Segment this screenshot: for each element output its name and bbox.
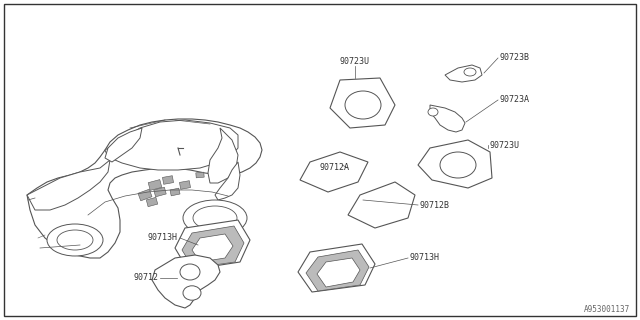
Polygon shape [330,78,395,128]
Text: 90712: 90712 [133,274,158,283]
Polygon shape [148,180,162,190]
Text: 90712B: 90712B [420,201,450,210]
Ellipse shape [345,91,381,119]
Polygon shape [138,189,152,201]
Ellipse shape [193,206,237,230]
Polygon shape [317,258,360,287]
Ellipse shape [428,108,438,116]
Polygon shape [179,181,191,189]
Text: 90713H: 90713H [148,234,178,243]
Polygon shape [300,152,368,192]
Text: 90723A: 90723A [500,95,530,105]
Polygon shape [152,255,220,308]
Ellipse shape [180,264,200,280]
Ellipse shape [183,200,247,236]
Polygon shape [182,226,244,268]
Ellipse shape [57,230,93,250]
Text: 90723U: 90723U [490,140,520,149]
Ellipse shape [464,68,476,76]
Polygon shape [430,105,465,132]
Polygon shape [445,65,482,82]
Polygon shape [208,128,238,183]
Text: 90712A: 90712A [320,164,350,172]
Polygon shape [192,234,233,262]
Polygon shape [175,220,250,270]
Polygon shape [170,188,180,196]
Polygon shape [306,250,369,291]
Polygon shape [147,197,157,207]
Text: 90723U: 90723U [340,58,370,67]
Polygon shape [215,162,240,200]
Polygon shape [418,140,492,188]
Polygon shape [298,244,375,292]
Text: A953001137: A953001137 [584,305,630,314]
Polygon shape [196,172,204,178]
Polygon shape [348,182,415,228]
Ellipse shape [47,224,103,256]
Polygon shape [105,128,142,162]
Text: 90723B: 90723B [500,53,530,62]
Polygon shape [163,176,173,184]
Polygon shape [27,119,262,258]
Text: 90713H: 90713H [410,253,440,262]
Polygon shape [105,120,238,170]
Ellipse shape [183,286,201,300]
Ellipse shape [440,152,476,178]
Polygon shape [27,160,110,210]
Polygon shape [154,187,166,197]
